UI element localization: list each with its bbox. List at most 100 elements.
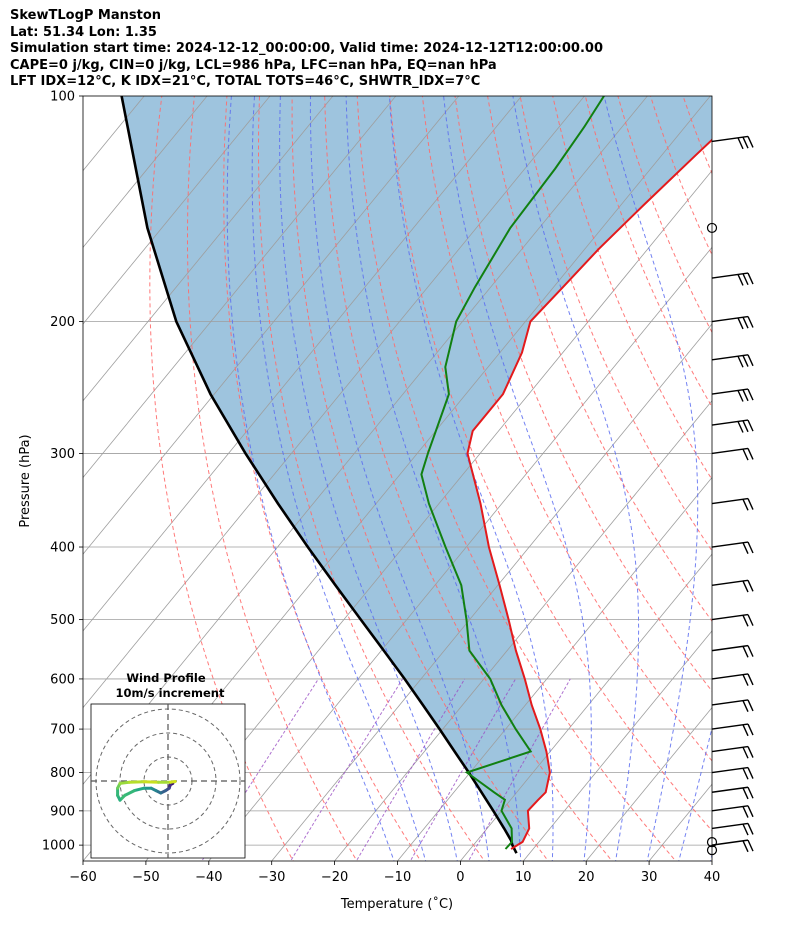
wind-barb [711, 579, 754, 593]
calm-wind-circle [706, 837, 718, 848]
mixing-ratio-line [355, 678, 466, 861]
hodograph-segment [132, 786, 146, 793]
x-tick-label: 0 [456, 870, 464, 885]
wind-barb [711, 272, 754, 286]
isotherm-line [145, 170, 712, 861]
isotherm-line [83, 96, 334, 402]
moist-adiabat [512, 96, 640, 861]
wind-barb [711, 839, 754, 853]
wind-barb [711, 388, 754, 402]
dry-adiabat [389, 96, 712, 832]
y-tick-label: 600 [50, 672, 75, 687]
wind-barb [711, 354, 754, 368]
moist-adiabat [443, 96, 592, 861]
x-tick-label: 30 [641, 870, 658, 885]
dry-adiabat [748, 96, 794, 864]
wind-barb [711, 822, 754, 836]
y-tick-label: 800 [50, 766, 75, 781]
dry-adiabat [421, 96, 712, 762]
wind-barb [711, 315, 754, 330]
isotherm-line [711, 860, 712, 861]
x-tick-label: −20 [321, 870, 348, 885]
dewpoint-line [420, 96, 605, 850]
x-tick-label: −30 [258, 870, 285, 885]
wind-barb [711, 644, 754, 658]
hodograph-segment [168, 779, 177, 784]
wind-barb [711, 766, 754, 780]
chart-title: SkewTLogP Manston [10, 8, 162, 23]
isotherm-line [271, 323, 712, 861]
isotherm-line [83, 96, 208, 248]
x-axis-label: Temperature (˚C) [340, 896, 453, 912]
mixing-ratio-line [409, 678, 517, 861]
isotherm-line [585, 706, 712, 861]
x-tick-label: −60 [69, 870, 96, 885]
dry-adiabat [291, 96, 549, 861]
calm-wind-circle [706, 222, 718, 234]
wind-barb [711, 613, 754, 627]
location-line: Lat: 51.34 Lon: 1.35 [10, 24, 157, 40]
inset-subtitle: 10m/s increment [116, 686, 225, 700]
wind-barb [711, 745, 754, 759]
dry-adiabat [257, 96, 486, 861]
x-tick-label: −10 [384, 870, 411, 885]
mixing-ratio-line [467, 678, 571, 861]
wind-barb [711, 723, 754, 737]
dry-adiabat [617, 96, 712, 334]
chart-header: SkewTLogP Manston Lat: 51.34 Lon: 1.35 S… [10, 8, 603, 91]
isotherm-line [83, 96, 271, 325]
hodograph-segment [118, 780, 132, 785]
y-tick-label: 700 [50, 723, 75, 738]
wind-barb [711, 673, 754, 686]
wind-barb [711, 497, 754, 511]
moist-adiabat [603, 96, 699, 861]
parcel-profile-line [120, 96, 518, 854]
time-line: Simulation start time: 2024-12-12_00:00:… [10, 41, 603, 56]
y-tick-label: 300 [50, 447, 75, 462]
indices-line-1: CAPE=0 j/kg, CIN=0 j/kg, LCL=986 hPa, LF… [10, 57, 497, 73]
y-tick-label: 1000 [42, 839, 75, 854]
wind-barb [711, 699, 754, 712]
isotherm-line [83, 96, 460, 555]
y-tick-label: 900 [50, 804, 75, 819]
moist-adiabat [279, 96, 458, 861]
dry-adiabat [454, 96, 712, 692]
isotherm-line [83, 96, 585, 709]
y-tick-label: 400 [50, 541, 75, 556]
moist-adiabat [678, 725, 712, 861]
x-tick-label: −40 [195, 870, 222, 885]
y-tick-label: 500 [50, 613, 75, 628]
dry-adiabat [682, 96, 712, 175]
dry-adiabat [187, 96, 358, 861]
inset-title: Wind Profile [126, 671, 206, 685]
x-tick-label: 10 [515, 870, 532, 885]
x-tick-label: −50 [132, 870, 159, 885]
isotherm-line [0, 96, 81, 861]
isotherm-line [460, 553, 712, 861]
x-tick-label: 20 [578, 870, 595, 885]
temperature-line [466, 138, 712, 850]
dry-adiabat [356, 96, 677, 861]
isotherm-line [83, 96, 522, 632]
isotherm-line [397, 476, 712, 861]
wind-barb [711, 541, 754, 555]
y-tick-label: 100 [50, 90, 75, 105]
wind-barb [711, 786, 754, 800]
isotherm-line [522, 630, 712, 861]
dry-adiabat [650, 96, 712, 256]
wind-barb [711, 135, 754, 150]
y-axis-label: Pressure (hPa) [18, 434, 33, 527]
moist-adiabat [389, 96, 554, 861]
x-tick-label: 40 [704, 870, 721, 885]
isotherm-line [334, 400, 712, 861]
mixing-ratio-line [290, 678, 404, 861]
dry-adiabat [149, 96, 294, 861]
hodograph-segment [123, 789, 136, 797]
wind-barb [711, 419, 754, 433]
wind-barb [711, 805, 754, 818]
dry-adiabat [781, 96, 794, 864]
moist-adiabat [251, 96, 427, 861]
wind-barb [711, 447, 754, 461]
isotherm-line [83, 96, 397, 479]
